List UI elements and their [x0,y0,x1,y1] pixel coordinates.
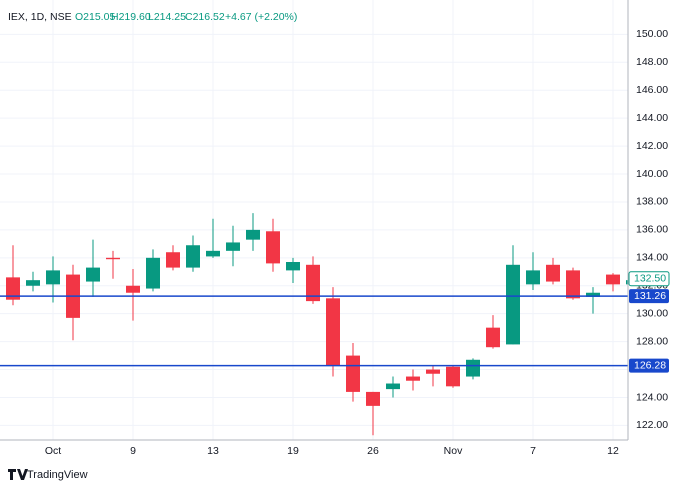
candle-body [346,355,360,392]
candle-body [166,252,180,268]
candle-body [606,274,620,285]
logo: TradingView [27,469,88,481]
x-tick-label: Nov [444,445,463,457]
candle-body [266,231,280,264]
price-line-label-box [629,289,669,304]
price-line-label-box [629,358,669,373]
y-tick-label: 130.00 [636,307,668,319]
candle-body [226,242,240,251]
candle-body [26,280,40,286]
candle-body [286,262,300,271]
x-tick-label: Oct [45,445,61,457]
symbol: IEX, 1D, NSE [8,11,72,23]
low: L214.25 [148,11,186,23]
y-tick-label: 124.00 [636,391,668,403]
high: H219.60 [111,11,151,23]
candle-body [246,229,260,240]
x-tick-label: 7 [530,445,536,457]
x-tick-label: 13 [207,445,219,457]
close: C216.52 [185,11,225,23]
candle-body [186,245,200,268]
candle-body [426,369,440,374]
x-tick-label: 12 [607,445,619,457]
logo-icon [8,469,28,480]
candle-body [86,267,100,282]
y-tick-label: 144.00 [636,112,668,124]
candle-body [446,366,460,387]
y-tick-label: 142.00 [636,140,668,152]
x-tick-label: 19 [287,445,299,457]
candle-body [526,270,540,285]
y-tick-label: 140.00 [636,168,668,180]
last-price-label: 132.50 [634,273,666,285]
x-tick-label: 26 [367,445,379,457]
last-price-box [628,271,670,287]
candle-body [626,280,628,285]
price-line-label: 126.28 [634,359,666,371]
candle-body [386,383,400,390]
candle-body [486,327,500,348]
y-tick-label: 122.00 [636,419,668,431]
candle-body [586,292,600,297]
candle-body [6,277,20,300]
candle-body [466,359,480,377]
change: +4.67 (+2.20%) [225,11,297,23]
candle-body [106,257,120,260]
candle-body [406,376,420,381]
candle-body [146,257,160,289]
y-tick-label: 128.00 [636,335,668,347]
axes: 122.00124.00126.00128.00130.00132.00134.… [45,28,670,457]
x-tick-label: 9 [130,445,136,457]
y-tick-label: 146.00 [636,84,668,96]
candle-body [126,285,140,293]
candle-body [46,270,60,285]
y-tick-label: 150.00 [636,28,668,40]
y-tick-label: 136.00 [636,224,668,236]
price-line-label: 131.26 [634,290,666,302]
y-tick-label: 138.00 [636,196,668,208]
candle-body [206,250,220,257]
y-tick-label: 148.00 [636,56,668,68]
candle-body [366,391,380,406]
y-tick-label: 134.00 [636,252,668,264]
candle-body [326,298,340,366]
candle-body [566,270,580,299]
candle-body [306,264,320,302]
candle-body [506,264,520,345]
candle-body [546,264,560,282]
open: O215.05 [75,11,115,23]
plot-area [0,213,628,436]
